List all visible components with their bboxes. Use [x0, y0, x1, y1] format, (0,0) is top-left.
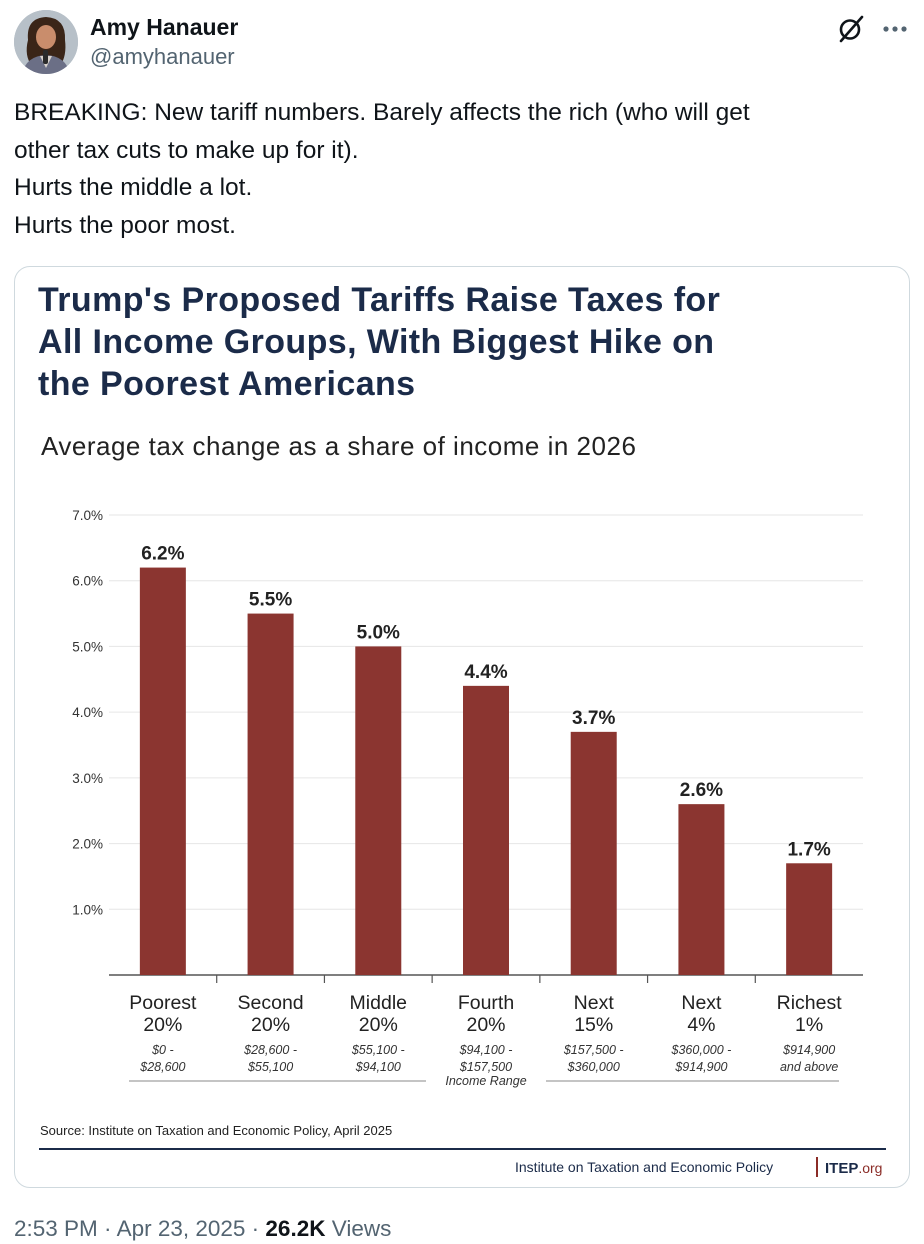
chart-title-line: Trump's Proposed Tariffs Raise Taxes for [38, 281, 721, 319]
x-axis-title: Income Range [445, 1074, 526, 1088]
tweet-meta: 2:53 PM · Apr 23, 2025 · 26.2K Views [14, 1216, 391, 1242]
tweet-text-line: Hurts the poor most. [14, 211, 236, 239]
bar [247, 613, 294, 975]
x-category-label: 20% [143, 1014, 182, 1036]
meta-separator: · [245, 1216, 266, 1241]
bar [678, 804, 725, 975]
footer-divider [39, 1148, 886, 1150]
meta-separator: · [97, 1216, 117, 1241]
x-category-label: 20% [251, 1014, 290, 1036]
bar-value-label: 2.6% [680, 780, 723, 801]
x-category-label: Poorest [129, 992, 197, 1014]
chart-title: Trump's Proposed Tariffs Raise Taxes for… [38, 279, 838, 405]
income-range-label: $360,000 - [671, 1043, 732, 1057]
avatar[interactable] [14, 10, 78, 74]
income-range-label: $28,600 - [243, 1043, 297, 1057]
income-range-label: $55,100 [247, 1060, 293, 1074]
tweet-text-line: BREAKING: New tariff numbers. Barely aff… [14, 99, 750, 126]
y-tick-label: 4.0% [72, 705, 103, 720]
tweet-date[interactable]: Apr 23, 2025 [116, 1216, 246, 1241]
x-category-label: 20% [359, 1014, 398, 1036]
x-category-label: Second [238, 992, 304, 1014]
footer-separator [816, 1157, 818, 1177]
x-category-label: 15% [574, 1014, 613, 1036]
itep-logo-main: ITEP [825, 1160, 859, 1177]
tweet-media-image[interactable]: Trump's Proposed Tariffs Raise Taxes for… [14, 266, 910, 1188]
avatar-image [14, 10, 78, 74]
footer-org-name: Institute on Taxation and Economic Polic… [515, 1159, 774, 1175]
bar [786, 863, 833, 975]
income-range-label: $28,600 [139, 1060, 185, 1074]
bar-value-label: 5.0% [357, 622, 400, 643]
grok-icon[interactable] [836, 14, 866, 44]
bar-value-label: 6.2% [141, 544, 184, 565]
y-tick-label: 3.0% [72, 771, 103, 786]
income-range-label: $0 - [151, 1043, 174, 1057]
income-range-label: $157,500 - [563, 1043, 624, 1057]
bar [139, 567, 186, 975]
income-range-label: $94,100 [355, 1060, 401, 1074]
bar [570, 731, 617, 975]
x-category-label: Fourth [458, 992, 514, 1014]
chart-title-line: the Poorest Americans [38, 365, 416, 403]
itep-logo-suffix: .org [858, 1160, 883, 1176]
y-tick-label: 6.0% [72, 574, 103, 589]
income-range-label: and above [780, 1060, 838, 1074]
bar [463, 685, 509, 975]
views-count[interactable]: 26.2K [265, 1216, 326, 1241]
x-category-label: 4% [687, 1014, 715, 1036]
tweet-text-line: Hurts the middle a lot. [14, 174, 253, 201]
income-range-label: $94,100 - [459, 1043, 513, 1057]
x-category-label: 1% [795, 1014, 823, 1036]
tweet-header: Amy Hanauer @amyhanauer [14, 10, 910, 76]
bar-chart: 1.0%2.0%3.0%4.0%5.0%6.0%7.0%6.2%Poorest2… [72, 508, 863, 1088]
y-tick-label: 5.0% [72, 639, 103, 654]
bar-value-label: 1.7% [787, 839, 830, 860]
bar-value-label: 3.7% [572, 708, 615, 729]
chart-subtitle: Average tax change as a share of income … [41, 431, 637, 461]
income-range-label: $55,100 - [351, 1043, 405, 1057]
y-tick-label: 1.0% [72, 902, 103, 917]
views-label: Views [325, 1216, 392, 1241]
source-note: Source: Institute on Taxation and Econom… [40, 1123, 393, 1138]
income-range-label: $157,500 [459, 1060, 512, 1074]
author-name[interactable]: Amy Hanauer [90, 14, 239, 40]
bar [355, 646, 402, 975]
author-handle[interactable]: @amyhanauer [90, 44, 235, 69]
x-category-label: Next [574, 992, 615, 1014]
income-range-label: $360,000 [567, 1060, 620, 1074]
income-range-label: $914,900 [674, 1060, 727, 1074]
tweet-text: BREAKING: New tariff numbers. Barely aff… [14, 94, 894, 244]
chart-title-line: All Income Groups, With Biggest Hike on [38, 323, 715, 361]
y-tick-label: 7.0% [72, 508, 103, 523]
tweet-text-line: other tax cuts to make up for it). [14, 136, 359, 164]
tweet-time[interactable]: 2:53 PM [14, 1216, 98, 1241]
bar-value-label: 4.4% [464, 662, 507, 683]
more-icon[interactable] [880, 16, 910, 42]
itep-logo: ITEP.org [825, 1160, 882, 1177]
x-category-label: 20% [466, 1014, 505, 1036]
x-category-label: Next [681, 992, 722, 1014]
income-range-label: $914,900 [782, 1043, 835, 1057]
x-category-label: Richest [777, 992, 843, 1014]
x-category-label: Middle [350, 992, 407, 1014]
y-tick-label: 2.0% [72, 837, 103, 852]
bar-value-label: 5.5% [249, 590, 292, 611]
